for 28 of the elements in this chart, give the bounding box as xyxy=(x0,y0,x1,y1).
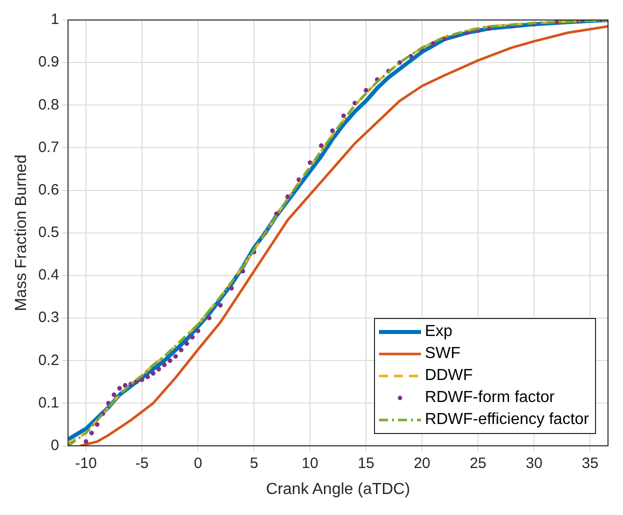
y-tick-label: 0.9 xyxy=(38,54,60,71)
y-tick-label: 1 xyxy=(50,11,60,28)
legend-label: RDWF-efficiency factor xyxy=(424,410,589,430)
x-tick-label: -5 xyxy=(135,454,149,472)
x-tick-label: 35 xyxy=(582,454,598,472)
x-tick-label: 30 xyxy=(526,454,542,472)
y-tick-label: 0.6 xyxy=(38,181,60,198)
y-tick-label: 0.4 xyxy=(38,266,60,284)
y-tick-label: 0.3 xyxy=(38,309,60,326)
y-tick-label: 0.5 xyxy=(38,224,60,242)
legend-label: DDWF xyxy=(424,366,473,386)
legend-label: SWF xyxy=(424,344,460,364)
x-tick-label: 20 xyxy=(414,454,430,472)
legend-label: RDWF-form factor xyxy=(424,388,555,408)
legend-label: Exp xyxy=(424,322,452,342)
y-tick-label: 0.8 xyxy=(38,96,60,114)
x-tick-label: 25 xyxy=(470,454,486,472)
x-tick-label: 10 xyxy=(302,454,318,472)
y-tick-label: 0.1 xyxy=(38,394,60,412)
x-axis-title: Crank Angle (aTDC) xyxy=(266,480,410,498)
y-tick-label: 0 xyxy=(50,436,60,454)
x-tick-label: -10 xyxy=(75,454,97,472)
y-tick-label: 0.7 xyxy=(38,138,60,156)
x-tick-label: 5 xyxy=(250,454,258,472)
x-tick-label: 15 xyxy=(358,454,374,472)
y-tick-label: 0.2 xyxy=(38,352,60,369)
x-tick-label: 0 xyxy=(194,454,202,472)
y-axis-title: Mass Fraction Burned xyxy=(13,154,30,312)
